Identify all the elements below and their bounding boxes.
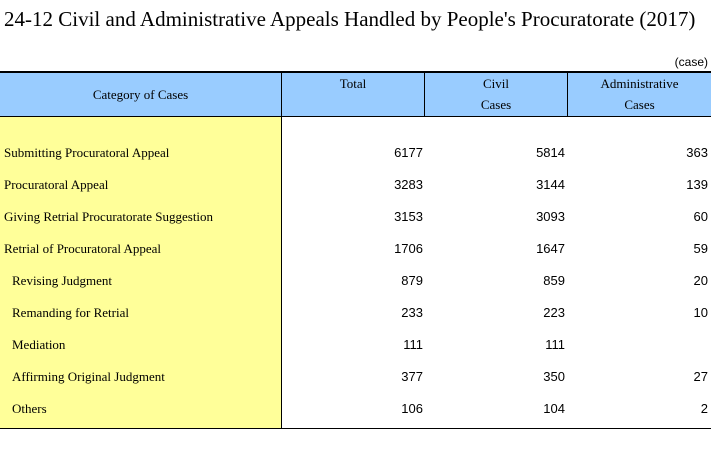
cell-admin: 60 bbox=[693, 209, 708, 224]
table-row: Giving Retrial Procuratorate Suggestion … bbox=[0, 209, 711, 229]
header-civil-label-line1: Civil bbox=[482, 76, 509, 91]
header-civil-label-line2: Cases bbox=[480, 97, 512, 112]
cell-total: 6177 bbox=[394, 145, 423, 160]
header-category: Category of Cases bbox=[0, 73, 282, 116]
cell-civil: 350 bbox=[543, 369, 565, 384]
table-body: Submitting Procuratoral Appeal 6177 5814… bbox=[0, 117, 711, 428]
cell-admin: 27 bbox=[693, 369, 708, 384]
top-rule bbox=[0, 71, 711, 73]
cell-civil: 104 bbox=[543, 401, 565, 416]
row-label: Remanding for Retrial bbox=[12, 305, 129, 320]
header-total-label: Total bbox=[339, 76, 367, 91]
cell-total: 106 bbox=[401, 401, 423, 416]
cell-admin: 20 bbox=[693, 273, 708, 288]
header-admin-label-line2: Cases bbox=[624, 97, 655, 112]
cell-total: 233 bbox=[401, 305, 423, 320]
cell-total: 3153 bbox=[394, 209, 423, 224]
cell-civil: 111 bbox=[545, 337, 565, 352]
category-column bbox=[0, 117, 282, 428]
cell-admin: 139 bbox=[686, 177, 708, 192]
cell-total: 879 bbox=[401, 273, 423, 288]
cell-admin: 59 bbox=[693, 241, 708, 256]
page-title: 24-12 Civil and Administrative Appeals H… bbox=[4, 7, 696, 31]
cell-civil: 3093 bbox=[536, 209, 565, 224]
row-label: Giving Retrial Procuratorate Suggestion bbox=[4, 209, 214, 224]
cell-admin: 2 bbox=[700, 401, 708, 416]
cell-total: 111 bbox=[403, 337, 423, 352]
table-row: Others 106 104 2 bbox=[0, 401, 711, 421]
row-label: Procuratoral Appeal bbox=[4, 177, 109, 192]
table-row: Remanding for Retrial 233 223 10 bbox=[0, 305, 711, 325]
cell-total: 377 bbox=[401, 369, 423, 384]
cell-admin: 10 bbox=[693, 305, 708, 320]
cell-civil: 3144 bbox=[536, 177, 565, 192]
row-label: Revising Judgment bbox=[12, 273, 113, 288]
row-label: Submitting Procuratoral Appeal bbox=[4, 145, 170, 160]
row-label: Mediation bbox=[12, 337, 66, 352]
table-row: Procuratoral Appeal 3283 3144 139 bbox=[0, 177, 711, 197]
table-row: Retrial of Procuratoral Appeal 1706 1647… bbox=[0, 241, 711, 261]
table-row: Affirming Original Judgment 377 350 27 bbox=[0, 369, 711, 389]
header-civil: Civil Cases bbox=[425, 73, 568, 116]
cell-civil: 859 bbox=[543, 273, 565, 288]
cell-civil: 5814 bbox=[536, 145, 565, 160]
cell-total: 3283 bbox=[394, 177, 423, 192]
cell-total: 1706 bbox=[394, 241, 423, 256]
table-row: Revising Judgment 879 859 20 bbox=[0, 273, 711, 293]
table-row: Submitting Procuratoral Appeal 6177 5814… bbox=[0, 145, 711, 165]
cell-civil: 1647 bbox=[536, 241, 565, 256]
header-admin: Administrative Cases bbox=[568, 73, 711, 116]
row-label: Affirming Original Judgment bbox=[12, 369, 165, 384]
row-label: Others bbox=[12, 401, 47, 416]
unit-label: (case) bbox=[674, 55, 708, 69]
table-row: Mediation 111 111 bbox=[0, 337, 711, 357]
header-category-label: Category of Cases bbox=[92, 87, 189, 102]
table-header: Category of Cases Total Civil Cases Admi… bbox=[0, 73, 711, 117]
bottom-rule bbox=[0, 428, 711, 429]
header-admin-label-line1: Administrative bbox=[600, 76, 679, 91]
cell-admin: 363 bbox=[686, 145, 708, 160]
header-total: Total bbox=[282, 73, 425, 116]
cell-civil: 223 bbox=[543, 305, 565, 320]
row-label: Retrial of Procuratoral Appeal bbox=[4, 241, 162, 256]
